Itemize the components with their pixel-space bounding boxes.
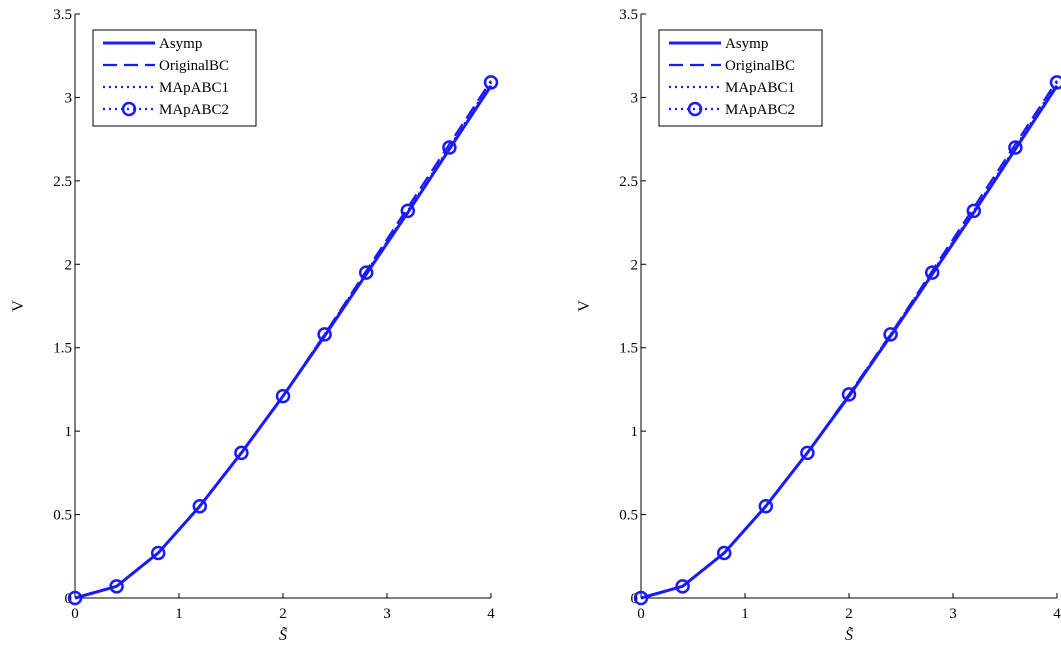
legend-label-asymp: Asymp (725, 36, 768, 52)
legend-label-mapabc2: MApABC2 (725, 102, 795, 118)
series-marker-mapabc2 (675, 579, 690, 594)
legend-label-mapabc2: MApABC2 (159, 102, 229, 118)
x-axis-label: S̃ (845, 626, 854, 644)
x-tick-label: 2 (845, 606, 853, 622)
x-axis-label: S̃ (279, 626, 288, 644)
legend-marker-mapabc2 (687, 101, 703, 117)
series-marker-mapabc2 (800, 445, 815, 461)
legend: Asymp OriginalBC MApABC1 MApABC2 (658, 29, 823, 127)
series-line-originalbc (640, 80, 1058, 600)
series-marker-mapabc2 (883, 327, 898, 342)
series-marker-mapabc2 (716, 545, 732, 561)
series-marker-mapabc2 (966, 203, 982, 219)
y-tick-label: 2 (65, 257, 73, 273)
y-tick-label: 2.5 (619, 174, 638, 190)
x-tick-label: 0 (637, 606, 645, 622)
x-tick-label: 0 (71, 606, 79, 622)
series-line-mapabc2 (74, 81, 492, 600)
x-tick-label: 2 (279, 606, 287, 622)
series-marker-mapabc2 (67, 590, 83, 606)
series-marker-mapabc2 (275, 388, 291, 404)
y-tick-label: 3.5 (53, 7, 72, 23)
x-tick-label: 4 (1053, 606, 1061, 622)
y-tick-label: 2.5 (53, 174, 72, 190)
y-tick-label: 1 (65, 424, 73, 440)
chart-panel-1: 0 1 2 3 400.511.522.533.5S̃VAsympOriginalBCM… (10, 7, 499, 644)
series-line-mapabc1 (74, 81, 492, 600)
series-line-originalbc (74, 80, 492, 600)
series-marker-mapabc2 (1049, 75, 1061, 90)
legend-label-mapabc1: MApABC1 (159, 80, 229, 96)
series-marker-mapabc2 (924, 265, 940, 280)
y-tick-label: 3 (65, 90, 73, 106)
x-tick-label: 3 (949, 606, 957, 622)
y-tick-label: 2 (631, 257, 639, 273)
x-tick-label: 4 (487, 606, 495, 622)
series-marker-mapabc2 (1008, 140, 1023, 155)
y-axis-label: V (576, 300, 593, 312)
series-marker-mapabc2 (317, 327, 332, 342)
series-marker-mapabc2 (192, 498, 208, 514)
y-tick-label: 1.5 (53, 341, 72, 357)
legend-label-originalbc: OriginalBC (159, 58, 229, 74)
legend-label-originalbc: OriginalBC (725, 58, 795, 74)
series-line-mapabc2 (640, 81, 1058, 600)
x-tick-label: 1 (741, 606, 749, 622)
series-marker-mapabc2 (109, 579, 124, 594)
series-marker-mapabc2 (758, 498, 774, 514)
series-line-mapabc1 (640, 81, 1058, 600)
y-tick-label: 0.5 (53, 508, 72, 524)
series-marker-mapabc2 (442, 140, 457, 155)
legend-marker-mapabc2 (121, 101, 137, 117)
legend: Asymp OriginalBC MApABC1 MApABC2 (92, 29, 257, 127)
x-tick-label: 1 (175, 606, 183, 622)
series-marker-mapabc2 (400, 203, 416, 219)
y-tick-label: 1 (631, 424, 639, 440)
y-tick-label: 0.5 (619, 508, 638, 524)
y-tick-label: 1.5 (619, 341, 638, 357)
series-marker-mapabc2 (483, 75, 499, 90)
legend-box (92, 29, 257, 127)
series-line-asymp (640, 84, 1059, 600)
series-marker-mapabc2 (150, 545, 166, 561)
chart-panel-2: 0 1 2 3 400.511.522.533.5S̃VAsympOriginalBCM… (576, 7, 1061, 644)
legend-box (658, 29, 823, 127)
series-marker-mapabc2 (358, 265, 374, 280)
y-tick-label: 3 (631, 90, 639, 106)
series-marker-mapabc2 (841, 387, 857, 402)
series-marker-mapabc2 (234, 445, 249, 461)
legend-label-asymp: Asymp (159, 36, 202, 52)
legend-label-mapabc1: MApABC1 (725, 80, 795, 96)
y-tick-label: 3.5 (619, 7, 638, 23)
series-line-asymp (74, 84, 493, 600)
y-axis-label: V (10, 300, 27, 312)
series-marker-mapabc2 (633, 590, 649, 606)
x-tick-label: 3 (383, 606, 391, 622)
